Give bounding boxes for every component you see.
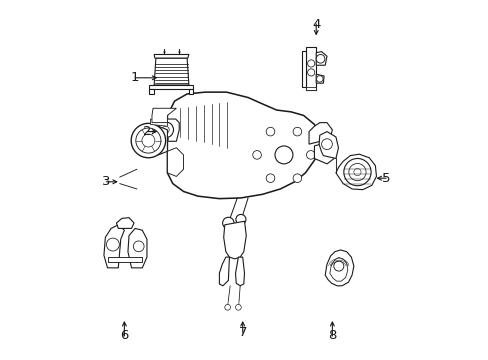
Text: 7: 7 [238, 326, 246, 339]
Circle shape [292, 174, 301, 183]
Circle shape [316, 54, 324, 63]
Polygon shape [219, 257, 229, 286]
Circle shape [353, 168, 360, 176]
Polygon shape [150, 119, 167, 126]
Polygon shape [316, 51, 326, 65]
Polygon shape [335, 154, 376, 190]
Text: 1: 1 [131, 71, 139, 84]
Circle shape [343, 158, 370, 186]
Polygon shape [314, 142, 333, 164]
Polygon shape [152, 108, 176, 123]
Polygon shape [329, 257, 347, 281]
Polygon shape [319, 132, 338, 158]
Circle shape [158, 122, 173, 138]
Polygon shape [128, 228, 147, 268]
Polygon shape [152, 119, 179, 141]
Polygon shape [149, 85, 192, 89]
Polygon shape [305, 47, 316, 90]
Circle shape [333, 261, 343, 271]
Polygon shape [154, 58, 188, 85]
Polygon shape [223, 221, 246, 259]
Polygon shape [305, 87, 316, 90]
Polygon shape [167, 148, 183, 176]
Circle shape [133, 241, 144, 252]
Circle shape [235, 215, 245, 225]
Circle shape [265, 174, 274, 183]
Text: 3: 3 [102, 175, 110, 188]
Circle shape [222, 217, 234, 229]
Polygon shape [154, 54, 188, 58]
Polygon shape [308, 123, 332, 144]
Circle shape [136, 128, 161, 153]
Circle shape [321, 139, 332, 149]
Circle shape [142, 134, 155, 147]
Circle shape [224, 305, 230, 310]
Polygon shape [116, 218, 134, 228]
Circle shape [306, 150, 314, 159]
Text: 8: 8 [327, 329, 336, 342]
Polygon shape [147, 126, 167, 155]
Circle shape [265, 127, 274, 136]
Polygon shape [301, 51, 305, 87]
Polygon shape [325, 250, 353, 286]
Text: 2: 2 [143, 125, 152, 138]
Circle shape [106, 238, 119, 251]
Polygon shape [188, 89, 192, 94]
Circle shape [131, 123, 165, 158]
Circle shape [235, 305, 241, 310]
Polygon shape [107, 257, 142, 262]
Circle shape [292, 127, 301, 136]
Circle shape [252, 150, 261, 159]
Text: 4: 4 [311, 18, 320, 31]
Polygon shape [167, 92, 319, 199]
Circle shape [316, 76, 323, 82]
Polygon shape [235, 257, 244, 286]
Polygon shape [104, 225, 124, 268]
Text: 6: 6 [120, 329, 128, 342]
Circle shape [348, 163, 366, 181]
Circle shape [274, 146, 292, 164]
Polygon shape [149, 89, 154, 94]
Polygon shape [316, 74, 324, 83]
Text: 5: 5 [381, 172, 389, 185]
